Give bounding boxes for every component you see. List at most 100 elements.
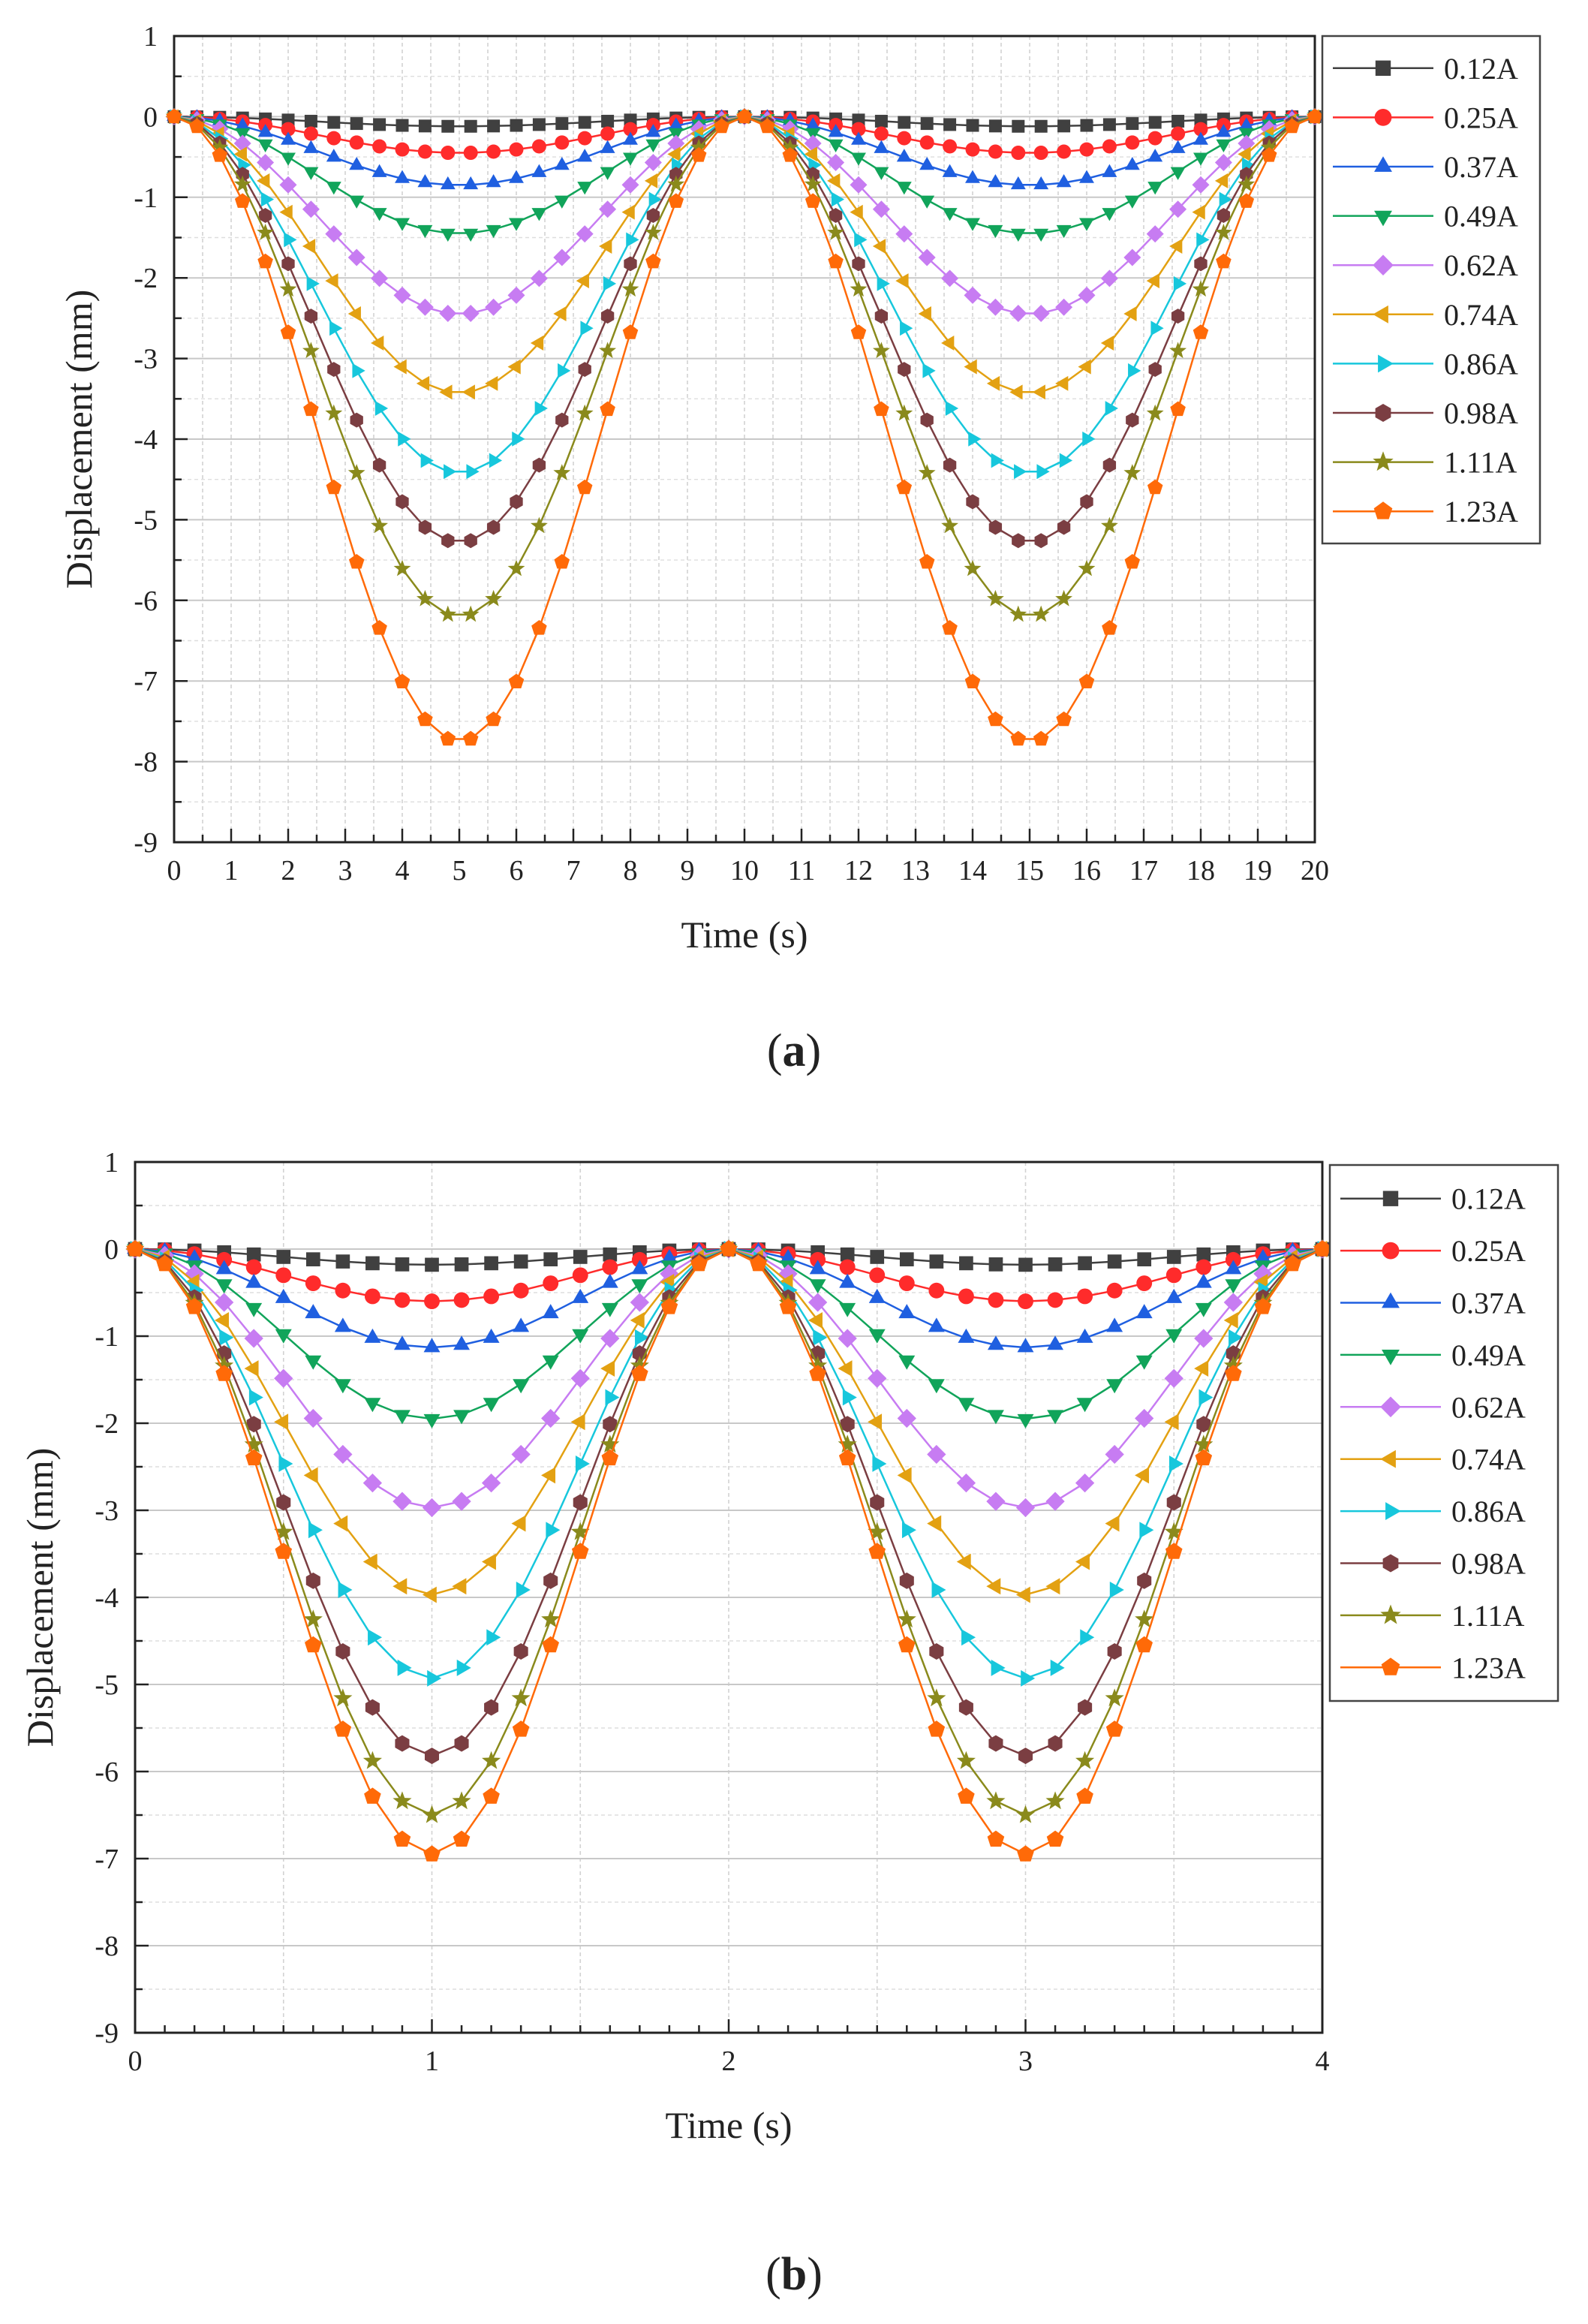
data-point — [577, 182, 593, 195]
data-point — [1148, 116, 1162, 129]
data-point — [530, 336, 544, 351]
data-point — [872, 342, 890, 359]
chart-panel-b: (b) 0 1 2 3 4 1 0 -1 -2 -3 -4 -5 -6 -7 -8 -9 Time (s) Dis… — [0, 1126, 1588, 2324]
data-point — [1102, 208, 1117, 221]
data-point — [600, 167, 615, 180]
data-point — [487, 119, 501, 133]
data-point — [942, 208, 958, 221]
data-point — [489, 453, 503, 468]
data-point — [278, 1455, 293, 1472]
data-point — [1214, 173, 1229, 188]
data-point — [1307, 108, 1323, 124]
data-point — [1135, 1467, 1150, 1484]
data-point — [827, 173, 841, 188]
data-point — [1100, 269, 1118, 287]
data-point — [645, 124, 661, 137]
data-point — [481, 1553, 496, 1570]
data-point — [513, 1379, 530, 1394]
data-point — [631, 1279, 648, 1294]
data-point — [530, 269, 548, 287]
data-point — [276, 1494, 291, 1511]
data-point — [368, 1629, 383, 1646]
data-point — [417, 144, 432, 159]
data-point — [941, 269, 959, 287]
data-point — [543, 1252, 558, 1267]
data-point — [305, 1304, 322, 1319]
data-point — [281, 256, 295, 272]
data-point — [577, 131, 592, 146]
data-point — [1194, 1434, 1214, 1453]
data-point — [644, 173, 658, 188]
data-point — [1135, 1304, 1153, 1319]
data-point — [156, 1254, 173, 1272]
data-point — [851, 152, 866, 166]
chart-b-legend: 0.12A 0.25A 0.37A 0.49A 0.62A 0.74A 0.86A 0.98A… — [1328, 1164, 1559, 1702]
data-point — [235, 128, 251, 142]
y-tick-label: -6 — [134, 586, 158, 617]
data-point — [374, 401, 389, 417]
data-point — [630, 1311, 645, 1329]
y-tick-label: -2 — [134, 263, 158, 294]
data-point — [1055, 298, 1073, 316]
data-point — [965, 218, 980, 231]
data-point — [486, 711, 501, 727]
data-point — [1223, 1311, 1238, 1329]
data-point — [1192, 204, 1205, 220]
x-tick-label: 14 — [958, 855, 987, 887]
data-point — [1195, 1449, 1213, 1466]
data-point — [508, 673, 525, 689]
data-point — [600, 309, 615, 324]
data-point — [1147, 131, 1162, 146]
data-point — [483, 1787, 500, 1804]
data-point — [1238, 175, 1256, 192]
data-point — [371, 620, 387, 635]
x-tick-label: 13 — [901, 855, 930, 887]
y-tick-label: -7 — [95, 1844, 119, 1875]
data-point — [303, 401, 319, 417]
data-point — [576, 404, 594, 421]
y-axis-label: Displacement (mm) — [58, 290, 100, 589]
data-point — [646, 208, 660, 224]
data-point — [1147, 149, 1163, 162]
legend-item: 0.25A — [1333, 101, 1518, 134]
data-point — [486, 144, 501, 159]
data-point — [1225, 1251, 1241, 1268]
data-point — [441, 119, 455, 133]
legend-label: 0.12A — [1444, 52, 1518, 86]
legend-label: 1.23A — [1444, 495, 1518, 528]
data-point — [779, 1298, 797, 1314]
data-point — [1192, 280, 1210, 297]
data-point — [352, 363, 365, 378]
data-point — [338, 1582, 353, 1598]
data-point — [303, 1467, 318, 1484]
data-point — [1194, 1360, 1209, 1377]
data-point — [1076, 1398, 1093, 1413]
data-point — [513, 1317, 530, 1332]
data-point — [305, 1252, 320, 1267]
data-point — [929, 1642, 944, 1660]
data-point — [1010, 730, 1027, 746]
data-point — [347, 248, 365, 266]
data-point — [895, 404, 913, 421]
data-point — [215, 1279, 233, 1294]
data-point — [541, 1609, 561, 1628]
legend-marker — [1380, 1449, 1396, 1468]
data-point — [572, 1267, 588, 1284]
data-point — [393, 559, 411, 576]
data-point — [1170, 401, 1186, 417]
data-point — [1147, 479, 1163, 495]
data-point — [1135, 1609, 1154, 1628]
data-point — [1045, 1791, 1065, 1810]
data-point — [422, 1805, 442, 1823]
data-point — [395, 218, 410, 231]
data-point — [279, 204, 293, 220]
data-point — [1078, 673, 1095, 689]
data-point — [644, 153, 662, 171]
data-point — [1168, 1455, 1183, 1472]
data-point — [280, 324, 296, 339]
data-point — [233, 146, 247, 162]
data-point — [393, 1830, 411, 1847]
data-point — [1126, 412, 1139, 428]
data-point — [486, 1629, 501, 1646]
data-point — [1216, 124, 1232, 137]
